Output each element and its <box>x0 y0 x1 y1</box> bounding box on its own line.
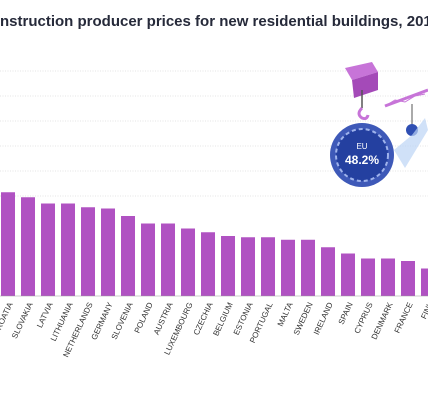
bar <box>381 258 395 296</box>
bar <box>301 239 315 296</box>
crane-truss <box>384 93 426 107</box>
bar <box>421 268 428 296</box>
bar <box>201 232 215 296</box>
bar <box>401 261 415 296</box>
bar <box>21 197 35 296</box>
bar <box>81 207 95 296</box>
crane-hook <box>357 106 370 121</box>
bar <box>361 258 375 296</box>
light-beam <box>394 118 428 168</box>
crane-box-side <box>352 72 378 98</box>
bar <box>221 236 235 296</box>
crane-arm <box>384 88 428 108</box>
bar <box>181 228 195 296</box>
bar <box>261 237 275 296</box>
chart-title: nstruction producer prices for new resid… <box>0 13 428 30</box>
crane-illustration: EU 48.2% <box>330 62 428 187</box>
bar <box>1 192 15 296</box>
bar <box>41 203 55 296</box>
bar <box>281 239 295 296</box>
crane-box <box>345 62 378 80</box>
bar <box>61 203 75 296</box>
bar <box>341 253 355 296</box>
x-tick-label: FINL <box>419 300 428 320</box>
bar <box>101 208 115 296</box>
bar <box>241 237 255 296</box>
bar <box>121 216 135 296</box>
bars <box>1 192 428 296</box>
eu-value: 48.2% <box>345 153 379 167</box>
eu-label: EU <box>356 142 367 151</box>
bar <box>161 223 175 296</box>
eu-badge-inner <box>335 128 389 182</box>
bar <box>321 247 335 296</box>
bar <box>141 223 155 296</box>
